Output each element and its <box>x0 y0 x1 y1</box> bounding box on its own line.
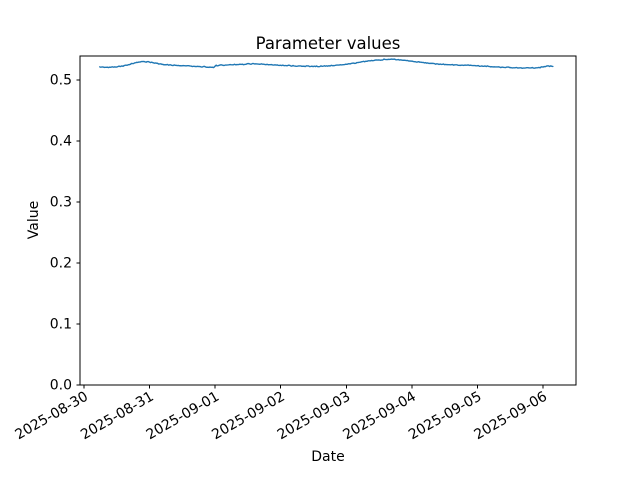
x-tick-label: 2025-08-31 <box>78 389 156 444</box>
y-tick-label: 0.2 <box>50 255 72 271</box>
y-tick-label: 0.3 <box>50 194 72 210</box>
x-tick-label: 2025-09-03 <box>275 389 353 444</box>
x-tick-label: 2025-09-05 <box>406 389 484 444</box>
y-tick-label: 0.4 <box>50 133 72 149</box>
parameter-line <box>99 58 554 69</box>
y-tick-label: 0.0 <box>50 378 72 394</box>
x-axis-label: Date <box>311 449 344 465</box>
y-axis-label: Value <box>26 201 42 239</box>
chart-title: Parameter values <box>256 34 401 53</box>
x-tick-label: 2025-09-02 <box>209 389 287 444</box>
axis-ticks: 0.00.10.20.30.40.52025-08-302025-08-3120… <box>13 72 551 443</box>
x-tick-label: 2025-09-06 <box>472 389 551 444</box>
plot-frame <box>79 55 577 386</box>
x-tick-label: 2025-09-04 <box>340 389 419 444</box>
x-tick-label: 2025-08-30 <box>13 389 91 444</box>
x-tick-label: 2025-09-01 <box>144 389 222 444</box>
y-tick-label: 0.1 <box>50 316 72 332</box>
y-tick-label: 0.5 <box>50 72 72 88</box>
data-line <box>99 58 554 69</box>
